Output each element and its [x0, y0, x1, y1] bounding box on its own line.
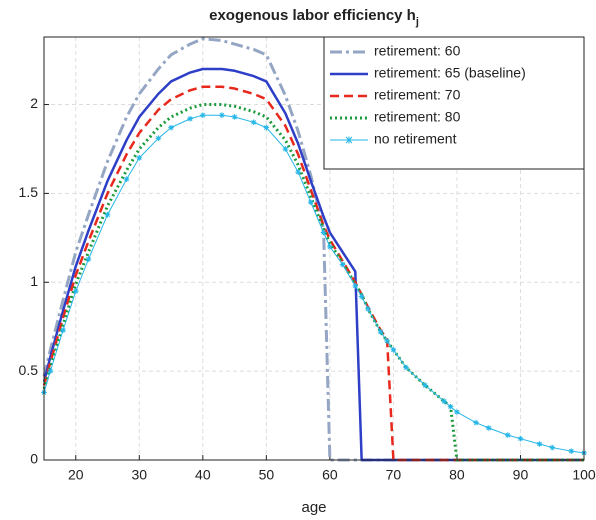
point-marker [447, 403, 454, 410]
point-marker [504, 432, 511, 438]
point-marker [104, 211, 111, 218]
legend-label: retirement: 70 [374, 87, 461, 103]
point-marker [320, 229, 327, 236]
point-marker [365, 306, 371, 312]
y-tick-label: 2 [30, 95, 38, 111]
legend-marker [345, 136, 353, 144]
point-marker [390, 347, 397, 353]
point-marker [282, 146, 289, 152]
y-tick-label: 0 [30, 451, 38, 467]
x-tick-label: 50 [259, 467, 275, 483]
point-marker [187, 115, 193, 122]
legend-box [323, 36, 585, 170]
point-marker [85, 256, 92, 262]
legend-label: no retirement [374, 131, 457, 147]
title-subscript: j [415, 16, 419, 28]
legend-label: retirement: 80 [374, 109, 461, 125]
point-marker [327, 243, 333, 250]
plot-frame [43, 36, 585, 461]
point-marker [384, 338, 390, 344]
point-marker [231, 114, 238, 120]
point-marker [168, 124, 174, 131]
y-tick-label: 1.5 [19, 184, 39, 200]
point-marker [454, 409, 460, 415]
point-marker [473, 419, 479, 426]
point-marker [60, 327, 66, 334]
y-tick-label: 1 [30, 273, 38, 289]
point-marker [422, 382, 428, 389]
point-marker [568, 448, 575, 454]
x-tick-label: 90 [513, 467, 529, 483]
point-marker [339, 261, 346, 268]
point-marker [200, 112, 206, 119]
point-marker [536, 441, 543, 447]
series-line [42, 103, 584, 462]
point-marker [485, 425, 492, 431]
point-marker [155, 135, 162, 142]
x-tick-label: 40 [195, 467, 211, 483]
point-marker [136, 155, 143, 161]
x-tick-label: 80 [449, 467, 465, 483]
point-marker [295, 169, 301, 175]
x-tick-label: 30 [132, 467, 148, 483]
x-tick-label: 20 [68, 467, 84, 483]
legend: retirement: 60 retirement: 65 (baseline) r… [323, 36, 585, 170]
point-marker [377, 329, 384, 335]
y-tick-label: 0.5 [19, 362, 39, 378]
point-marker [47, 368, 54, 374]
point-marker [72, 288, 79, 294]
point-marker [308, 199, 314, 206]
point-marker [250, 119, 257, 126]
x-tick-label: 70 [386, 467, 402, 483]
x-tick-label: 100 [572, 467, 596, 483]
point-marker [219, 112, 225, 119]
point-marker [358, 293, 365, 300]
chart-title: exogenous labor efficiency hj [209, 7, 419, 28]
point-marker [403, 364, 409, 371]
point-marker [352, 283, 359, 289]
point-marker [549, 444, 556, 451]
point-marker [263, 124, 270, 131]
x-tick-label: 60 [322, 467, 338, 483]
title-main: exogenous labor efficiency h [209, 7, 416, 24]
point-marker [441, 398, 448, 405]
x-axis-label: age [301, 499, 326, 516]
point-marker [123, 176, 130, 182]
legend-label: retirement: 60 [374, 43, 461, 59]
legend-label: retirement: 65 (baseline) [374, 65, 526, 81]
point-marker [517, 435, 524, 442]
